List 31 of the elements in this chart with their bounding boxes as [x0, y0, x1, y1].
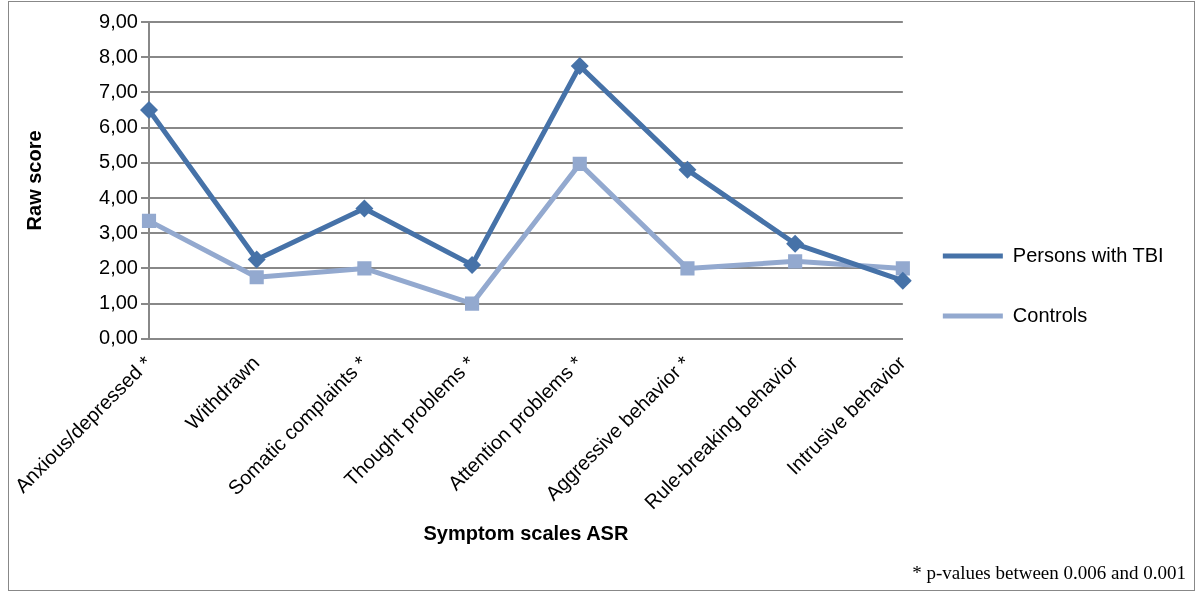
- y-tick-label: 8,00: [99, 44, 138, 67]
- point: [357, 261, 372, 276]
- y-tick-label: 9,00: [99, 9, 138, 32]
- text: * p-values between 0.006 and 0.001: [912, 562, 1186, 584]
- y-tick-label: 5,00: [99, 150, 138, 173]
- point: [893, 271, 912, 290]
- point: [465, 296, 480, 311]
- point: [572, 156, 587, 171]
- point: [678, 160, 697, 179]
- y-tick-label: 0,00: [99, 326, 138, 349]
- legend-label: Controls: [1012, 303, 1088, 326]
- point: [247, 250, 266, 269]
- point: [895, 261, 910, 276]
- y-tick-label: 4,00: [99, 185, 138, 208]
- point: [249, 270, 264, 285]
- point: [570, 57, 589, 75]
- y-tick-label: 3,00: [99, 220, 138, 243]
- point: [355, 199, 374, 218]
- y-axis-title: Raw score: [22, 130, 45, 231]
- point: [463, 255, 482, 274]
- point: [786, 234, 805, 253]
- point: [680, 261, 695, 276]
- x-axis-title: Symptom scales ASR: [423, 521, 629, 544]
- point: [788, 254, 803, 269]
- point: [140, 101, 158, 119]
- y-tick-label: 1,00: [99, 291, 138, 314]
- y-tick-label: 7,00: [99, 79, 138, 102]
- y-tick-label: 2,00: [99, 255, 138, 278]
- point: [141, 213, 157, 228]
- y-tick-label: 6,00: [99, 115, 138, 138]
- legend-label: Persons with TBI: [1012, 243, 1164, 266]
